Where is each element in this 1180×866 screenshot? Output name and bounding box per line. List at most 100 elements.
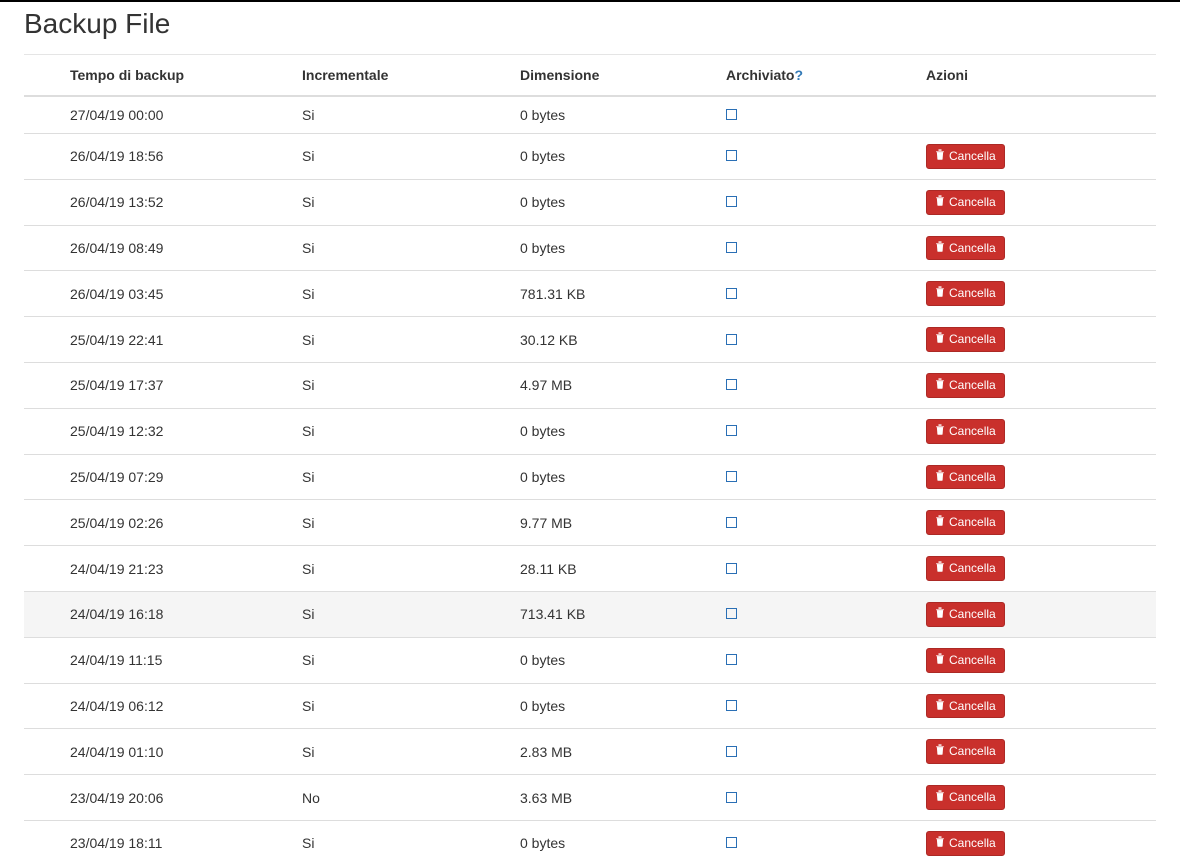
delete-button[interactable]: Cancella [926, 648, 1005, 673]
header-incremental: Incrementale [302, 55, 520, 96]
cell-incremental: Si [302, 317, 520, 363]
cell-time: 24/04/19 01:10 [24, 729, 302, 775]
cell-actions: Cancella [926, 591, 1156, 637]
cell-incremental: Si [302, 591, 520, 637]
cell-time: 27/04/19 00:00 [24, 96, 302, 134]
cell-actions: Cancella [926, 729, 1156, 775]
page-title: Backup File [24, 8, 1156, 40]
archived-checkbox[interactable] [726, 746, 737, 757]
cell-incremental: Si [302, 408, 520, 454]
cell-size: 0 bytes [520, 134, 726, 180]
cell-time: 26/04/19 03:45 [24, 271, 302, 317]
table-row: 25/04/19 22:41Si30.12 KBCancella [24, 317, 1156, 363]
archived-checkbox[interactable] [726, 517, 737, 528]
archived-checkbox[interactable] [726, 150, 737, 161]
cell-archived [726, 775, 926, 821]
archived-checkbox[interactable] [726, 700, 737, 711]
delete-button[interactable]: Cancella [926, 236, 1005, 261]
cell-incremental: Si [302, 454, 520, 500]
delete-button-label: Cancella [949, 194, 996, 211]
cell-incremental: Si [302, 637, 520, 683]
archived-checkbox[interactable] [726, 654, 737, 665]
archived-checkbox[interactable] [726, 379, 737, 390]
cell-time: 26/04/19 13:52 [24, 179, 302, 225]
cell-time: 23/04/19 20:06 [24, 775, 302, 821]
delete-button[interactable]: Cancella [926, 831, 1005, 856]
delete-button-label: Cancella [949, 835, 996, 852]
archived-checkbox[interactable] [726, 837, 737, 848]
cell-incremental: Si [302, 96, 520, 134]
table-row: 26/04/19 08:49Si0 bytesCancella [24, 225, 1156, 271]
archived-checkbox[interactable] [726, 109, 737, 120]
header-time: Tempo di backup [24, 55, 302, 96]
cell-actions: Cancella [926, 546, 1156, 592]
cell-size: 0 bytes [520, 683, 726, 729]
delete-button-label: Cancella [949, 469, 996, 486]
table-row: 24/04/19 01:10Si2.83 MBCancella [24, 729, 1156, 775]
cell-size: 3.63 MB [520, 775, 726, 821]
archived-checkbox[interactable] [726, 471, 737, 482]
header-size: Dimensione [520, 55, 726, 96]
delete-button-label: Cancella [949, 423, 996, 440]
trash-icon [935, 377, 945, 394]
delete-button-label: Cancella [949, 377, 996, 394]
delete-button[interactable]: Cancella [926, 190, 1005, 215]
delete-button[interactable]: Cancella [926, 327, 1005, 352]
delete-button[interactable]: Cancella [926, 373, 1005, 398]
table-row: 26/04/19 18:56Si0 bytesCancella [24, 134, 1156, 180]
cell-archived [726, 271, 926, 317]
archived-checkbox[interactable] [726, 242, 737, 253]
delete-button[interactable]: Cancella [926, 602, 1005, 627]
delete-button-label: Cancella [949, 285, 996, 302]
archived-help-icon[interactable]: ? [794, 67, 803, 83]
cell-actions: Cancella [926, 225, 1156, 271]
delete-button[interactable]: Cancella [926, 281, 1005, 306]
cell-archived [726, 729, 926, 775]
table-row: 24/04/19 21:23Si28.11 KBCancella [24, 546, 1156, 592]
archived-checkbox[interactable] [726, 196, 737, 207]
cell-actions: Cancella [926, 454, 1156, 500]
trash-icon [935, 514, 945, 531]
header-archived: Archiviato? [726, 55, 926, 96]
cell-archived [726, 317, 926, 363]
cell-actions: Cancella [926, 179, 1156, 225]
archived-checkbox[interactable] [726, 792, 737, 803]
delete-button[interactable]: Cancella [926, 510, 1005, 535]
cell-incremental: Si [302, 362, 520, 408]
trash-icon [935, 606, 945, 623]
cell-actions: Cancella [926, 637, 1156, 683]
cell-time: 24/04/19 11:15 [24, 637, 302, 683]
cell-archived [726, 134, 926, 180]
cell-size: 0 bytes [520, 179, 726, 225]
table-row: 23/04/19 20:06No3.63 MB Cancella [24, 775, 1156, 821]
trash-icon [935, 789, 945, 806]
table-body: 27/04/19 00:00Si0 bytes26/04/19 18:56Si0… [24, 96, 1156, 866]
delete-button[interactable]: Cancella [926, 144, 1005, 169]
cell-time: 25/04/19 17:37 [24, 362, 302, 408]
cell-incremental: No [302, 775, 520, 821]
archived-checkbox[interactable] [726, 334, 737, 345]
archived-checkbox[interactable] [726, 563, 737, 574]
archived-checkbox[interactable] [726, 288, 737, 299]
cell-actions [926, 96, 1156, 134]
archived-checkbox[interactable] [726, 425, 737, 436]
delete-button[interactable]: Cancella [926, 556, 1005, 581]
table-row: 25/04/19 12:32Si0 bytesCancella [24, 408, 1156, 454]
cell-time: 26/04/19 18:56 [24, 134, 302, 180]
table-row: 24/04/19 11:15Si0 bytesCancella [24, 637, 1156, 683]
cell-actions: Cancella [926, 820, 1156, 865]
delete-button[interactable]: Cancella [926, 694, 1005, 719]
delete-button-label: Cancella [949, 652, 996, 669]
cell-incremental: Si [302, 729, 520, 775]
cell-archived [726, 408, 926, 454]
trash-icon [935, 331, 945, 348]
archived-checkbox[interactable] [726, 608, 737, 619]
delete-button-label: Cancella [949, 606, 996, 623]
cell-archived [726, 591, 926, 637]
delete-button[interactable]: Cancella [926, 419, 1005, 444]
delete-button[interactable]: Cancella [926, 465, 1005, 490]
delete-button[interactable]: Cancella [926, 739, 1005, 764]
table-row: 23/04/19 18:11Si0 bytesCancella [24, 820, 1156, 865]
cell-actions: Cancella [926, 362, 1156, 408]
delete-button[interactable]: Cancella [926, 785, 1005, 810]
